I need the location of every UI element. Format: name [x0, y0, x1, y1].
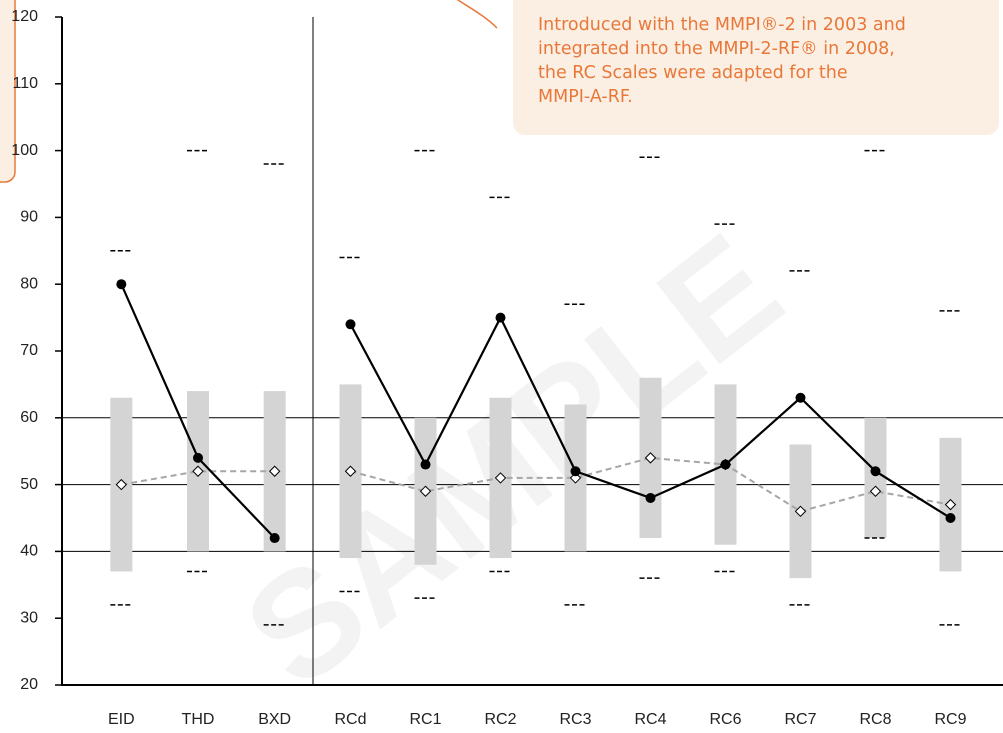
x-tick-label: RC2: [484, 711, 516, 728]
callout-line: integrated into the MMPI-2-RF® in 2008,: [538, 39, 895, 59]
y-tick-label: 50: [20, 476, 38, 493]
series-line: [350, 456, 951, 513]
point-marker: [345, 319, 356, 330]
callout-line: MMPI-A-RF.: [538, 87, 633, 107]
point-marker: [269, 533, 280, 544]
point-marker: [720, 459, 731, 470]
series-line: [121, 470, 275, 486]
diamond-marker: [794, 505, 807, 518]
x-tick-label: RCd: [334, 711, 366, 728]
range-bar: [864, 417, 887, 539]
x-tick-label: RC9: [934, 711, 966, 728]
diamond-marker: [268, 465, 281, 477]
diamond-marker: [944, 498, 957, 511]
point-marker: [193, 452, 203, 463]
x-tick-label: THD: [182, 711, 215, 728]
diamond-marker: [869, 485, 882, 497]
x-tick-label: EID: [108, 711, 135, 728]
point-marker: [420, 459, 431, 470]
callout-pointer: [456, 0, 498, 29]
callout-box: [513, 0, 999, 135]
x-tick-label: RC3: [559, 711, 591, 728]
x-tick-label: RC4: [634, 711, 666, 728]
callout-line: Introduced with the MMPI®-2 in 2003 and: [538, 15, 906, 35]
diamond-marker: [494, 472, 507, 484]
y-tick-label: 120: [11, 8, 38, 25]
diamond-marker: [115, 478, 128, 491]
y-tick-label: 90: [20, 209, 38, 226]
diamond-marker: [344, 465, 357, 477]
point-marker: [645, 492, 656, 503]
y-tick-label: 80: [20, 275, 38, 292]
point-marker: [116, 279, 127, 290]
y-tick-label: 60: [20, 409, 38, 426]
point-marker: [870, 466, 881, 477]
y-tick-label: 100: [11, 142, 38, 159]
y-tick-label: 30: [20, 609, 38, 626]
diamond-marker: [192, 465, 204, 477]
x-tick-label: RC7: [784, 711, 816, 728]
x-tick-label: RC1: [409, 711, 441, 728]
point-marker: [795, 392, 806, 403]
y-tick-label: 20: [20, 676, 38, 693]
y-tick-label: 40: [20, 543, 38, 560]
x-tick-label: RC8: [859, 711, 891, 728]
x-tick-label: BXD: [258, 711, 291, 728]
point-marker: [945, 513, 956, 523]
y-tick-label: 70: [20, 342, 38, 359]
point-marker: [495, 312, 506, 323]
callout-text: Introduced with the MMPI®-2 in 2003 and i…: [538, 15, 906, 107]
side-callout: [0, 0, 16, 183]
diamond-marker: [419, 485, 432, 497]
y-tick-label: 110: [12, 75, 38, 92]
x-tick-label: RC6: [709, 711, 741, 728]
diamond-marker: [644, 452, 657, 464]
plot-layer: 20 30 40 50 60 70 80 90 100 110 120 EID THD BXD RCd RC1…: [11, 8, 1003, 728]
callout-line: the RC Scales were adapted for the: [538, 63, 848, 83]
point-marker: [570, 466, 581, 477]
